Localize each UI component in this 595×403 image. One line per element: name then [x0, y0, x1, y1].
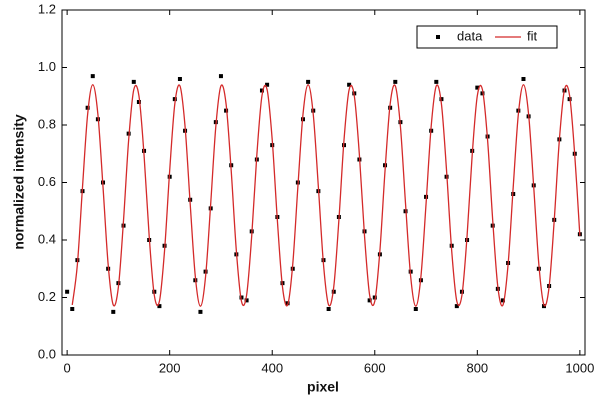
plot-frame: [61, 9, 586, 356]
legend-marker: [436, 35, 440, 39]
legend-label: data: [457, 28, 483, 43]
x-tick-label: 1000: [565, 360, 594, 375]
data-point: [70, 307, 75, 311]
data-point: [90, 74, 95, 79]
data-point: [434, 79, 439, 84]
y-tick-label: 0.0: [38, 346, 56, 361]
data-point: [265, 82, 270, 87]
x-tick-label: 0: [64, 360, 71, 375]
y-tick-label: 0.6: [38, 174, 56, 189]
y-tick-label: 0.2: [38, 289, 56, 304]
x-axis-label: pixel: [307, 379, 339, 395]
data-point: [85, 105, 90, 110]
data-point: [244, 298, 249, 303]
data-point: [157, 304, 162, 309]
x-tick-label: 200: [159, 360, 181, 375]
legend-box: [416, 25, 558, 49]
data-point: [347, 82, 352, 87]
data-point: [306, 79, 311, 84]
data-point: [393, 79, 398, 84]
x-tick-label: 600: [364, 360, 386, 375]
data-point: [239, 295, 244, 300]
y-tick-label: 0.4: [38, 231, 56, 246]
data-point: [500, 298, 505, 303]
y-axis-label: normalized intensity: [11, 114, 27, 250]
data-point: [372, 295, 377, 300]
data-point: [480, 91, 485, 96]
data-point: [413, 307, 418, 311]
fit-line: [71, 84, 581, 307]
data-point: [224, 108, 229, 113]
data-point: [367, 298, 372, 303]
data-point: [65, 289, 70, 294]
data-point: [521, 77, 526, 81]
data-point: [136, 100, 141, 104]
y-tick-label: 1.2: [38, 1, 56, 16]
data-point: [111, 309, 116, 314]
legend-label: fit: [527, 28, 538, 43]
data-point: [454, 304, 459, 309]
data-point: [326, 307, 331, 311]
data-point: [218, 74, 223, 79]
data-point: [131, 79, 136, 84]
x-tick-label: 800: [466, 360, 488, 375]
y-tick-label: 1.0: [38, 59, 56, 74]
y-tick-label: 0.8: [38, 116, 56, 131]
data-point: [475, 85, 480, 90]
data-point: [198, 309, 203, 314]
x-tick-label: 400: [261, 360, 283, 375]
data-point: [259, 88, 264, 93]
data-point: [177, 77, 182, 81]
